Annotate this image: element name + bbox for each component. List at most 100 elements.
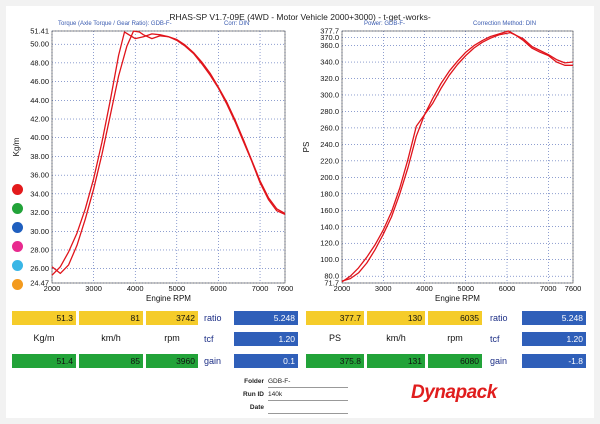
power-y-tick-label: 340.0: [320, 58, 339, 67]
power-series-line-2: [341, 31, 574, 282]
power-y-tick-label: 320.0: [320, 74, 339, 83]
run-id-label: Run ID: [243, 391, 264, 398]
run2-power-speed: 131: [367, 354, 425, 368]
tcf-value: 1.20: [234, 332, 298, 346]
rpm-unit: rpm: [164, 333, 180, 343]
power-chart: 2000 3000 4000 5000 6000 7000 7600 377.7370.036…: [302, 27, 582, 304]
power-x-tick-label: 5000: [457, 284, 474, 293]
run2-torque-value: 51.4: [12, 354, 76, 368]
run-swatch-3: [12, 222, 23, 233]
torque-y-tick-label: 40.00: [30, 133, 49, 142]
power-plot-frame: [341, 30, 574, 284]
torque-x-tick-label: 7000: [252, 284, 269, 293]
torque-x-tick-label: 6000: [210, 284, 227, 293]
torque-y-tick-label: 51.41: [30, 27, 49, 36]
run2-torque-rpm: 3960: [146, 354, 198, 368]
power-x-tick-label: 7600: [565, 284, 582, 293]
report-title: RHAS-SP V1.7-09E (4WD - Motor Vehicle 20…: [169, 12, 431, 22]
tcf-value-right: 1.20: [522, 332, 586, 346]
peak-torque-rpm: 3742: [146, 311, 198, 325]
power-unit: PS: [328, 333, 341, 343]
run2-power-rpm: 6080: [428, 354, 482, 368]
peak-power-speed: 130: [367, 311, 425, 325]
power-x-tick-label: 6000: [499, 284, 516, 293]
torque-y-tick-label: 32.00: [30, 208, 49, 217]
folder-label: Folder: [244, 378, 264, 385]
run2-power-value: 375.8: [306, 354, 364, 368]
run-swatch-1: [12, 184, 23, 195]
ratio-value: 5.248: [234, 311, 298, 325]
ratio-label-right: ratio: [490, 313, 508, 323]
power-y-tick-label: 180.0: [320, 189, 339, 198]
torque-y-tick-label: 38.00: [30, 152, 49, 161]
torque-y-tick-label: 50.00: [30, 40, 49, 49]
torque-x-tick-label: 7600: [277, 284, 294, 293]
date-value: [268, 404, 348, 414]
power-y-tick-label: 160.0: [320, 206, 339, 215]
run2-torque-speed: 85: [79, 354, 143, 368]
peak-power-value: 377.7: [306, 311, 364, 325]
torque-y-tick-label: 36.00: [30, 171, 49, 180]
peak-torque-speed: 81: [79, 311, 143, 325]
torque-y-tick-label: 28.00: [30, 245, 49, 254]
ratio-value-right: 5.248: [522, 311, 586, 325]
speed-unit-right: km/h: [386, 333, 406, 343]
run-id-value: 140k: [268, 391, 348, 401]
torque-y-tick-label: 46.00: [30, 77, 49, 86]
power-y-tick-label: 377.7: [320, 27, 339, 36]
power-y-tick-label: 100.0: [320, 255, 339, 264]
power-y-tick-label: 200.0: [320, 173, 339, 182]
power-y-tick-label: 220.0: [320, 156, 339, 165]
gain-label: gain: [204, 356, 222, 366]
torque-correction: Corr: DIN: [224, 21, 250, 27]
power-y-tick-label: 240.0: [320, 140, 339, 149]
power-y-tick-label: 300.0: [320, 90, 339, 99]
torque-y-tick-label: 30.00: [30, 227, 49, 236]
date-label: Date: [249, 404, 264, 411]
run-swatch-6: [12, 279, 23, 290]
torque-y-tick-label: 42.00: [30, 115, 49, 124]
torque-unit: Kg/m: [33, 333, 55, 343]
power-series-line-1: [341, 30, 573, 283]
torque-y-tick-label: 34.00: [30, 189, 49, 198]
power-y-tick-label: 71.7: [324, 279, 339, 288]
folder-value: GDB-F-: [268, 378, 348, 388]
power-correction: Correction Method: DIN: [473, 21, 537, 27]
peak-power-rpm: 6035: [428, 311, 482, 325]
run-swatch-4: [12, 241, 23, 252]
power-x-tick-label: 2000: [334, 284, 351, 293]
speed-unit: km/h: [101, 333, 121, 343]
torque-y-tick-label: 44.00: [30, 96, 49, 105]
power-y-tick-label: 360.0: [320, 41, 339, 50]
dyno-sheet: RHAS-SP V1.7-09E (4WD - Motor Vehicle 20…: [6, 6, 594, 418]
torque-x-tick-label: 5000: [168, 284, 185, 293]
power-y-tick-label: 260.0: [320, 123, 339, 132]
power-x-tick-label: 7000: [540, 284, 557, 293]
tcf-label: tcf: [204, 334, 214, 344]
power-y-tick-label: 80.0: [324, 272, 339, 281]
ratio-label: ratio: [204, 313, 222, 323]
tcf-label-right: tcf: [490, 334, 500, 344]
power-y-tick-label: 370.0: [320, 33, 339, 42]
torque-y-tick-label: 48.00: [30, 58, 49, 67]
torque-info: Torque (Axle Torque / Gear Ratio): GDB-F…: [58, 21, 172, 27]
torque-y-tick-label: 24.47: [30, 279, 49, 288]
torque-y-axis-label: Kg/m: [12, 137, 21, 156]
power-info: Power: GDB-F-: [364, 21, 406, 27]
torque-series-line-2: [51, 30, 286, 275]
torque-x-tick-label: 4000: [127, 284, 144, 293]
power-y-tick-label: 140.0: [320, 222, 339, 231]
torque-x-axis-label: Engine RPM: [146, 294, 191, 303]
gain-value-right: -1.8: [522, 354, 586, 368]
dynapack-logo: Dynapack: [411, 382, 497, 403]
power-x-tick-label: 4000: [416, 284, 433, 293]
gain-label-right: gain: [490, 356, 508, 366]
gain-value: 0.1: [234, 354, 298, 368]
torque-x-tick-label: 3000: [85, 284, 102, 293]
power-y-axis-label: PS: [302, 142, 311, 153]
power-y-tick-label: 120.0: [320, 239, 339, 248]
torque-y-tick-label: 26.00: [30, 264, 49, 273]
run-swatch-5: [12, 260, 23, 271]
torque-x-tick-label: 2000: [44, 284, 61, 293]
peak-torque-value: 51.3: [12, 311, 76, 325]
